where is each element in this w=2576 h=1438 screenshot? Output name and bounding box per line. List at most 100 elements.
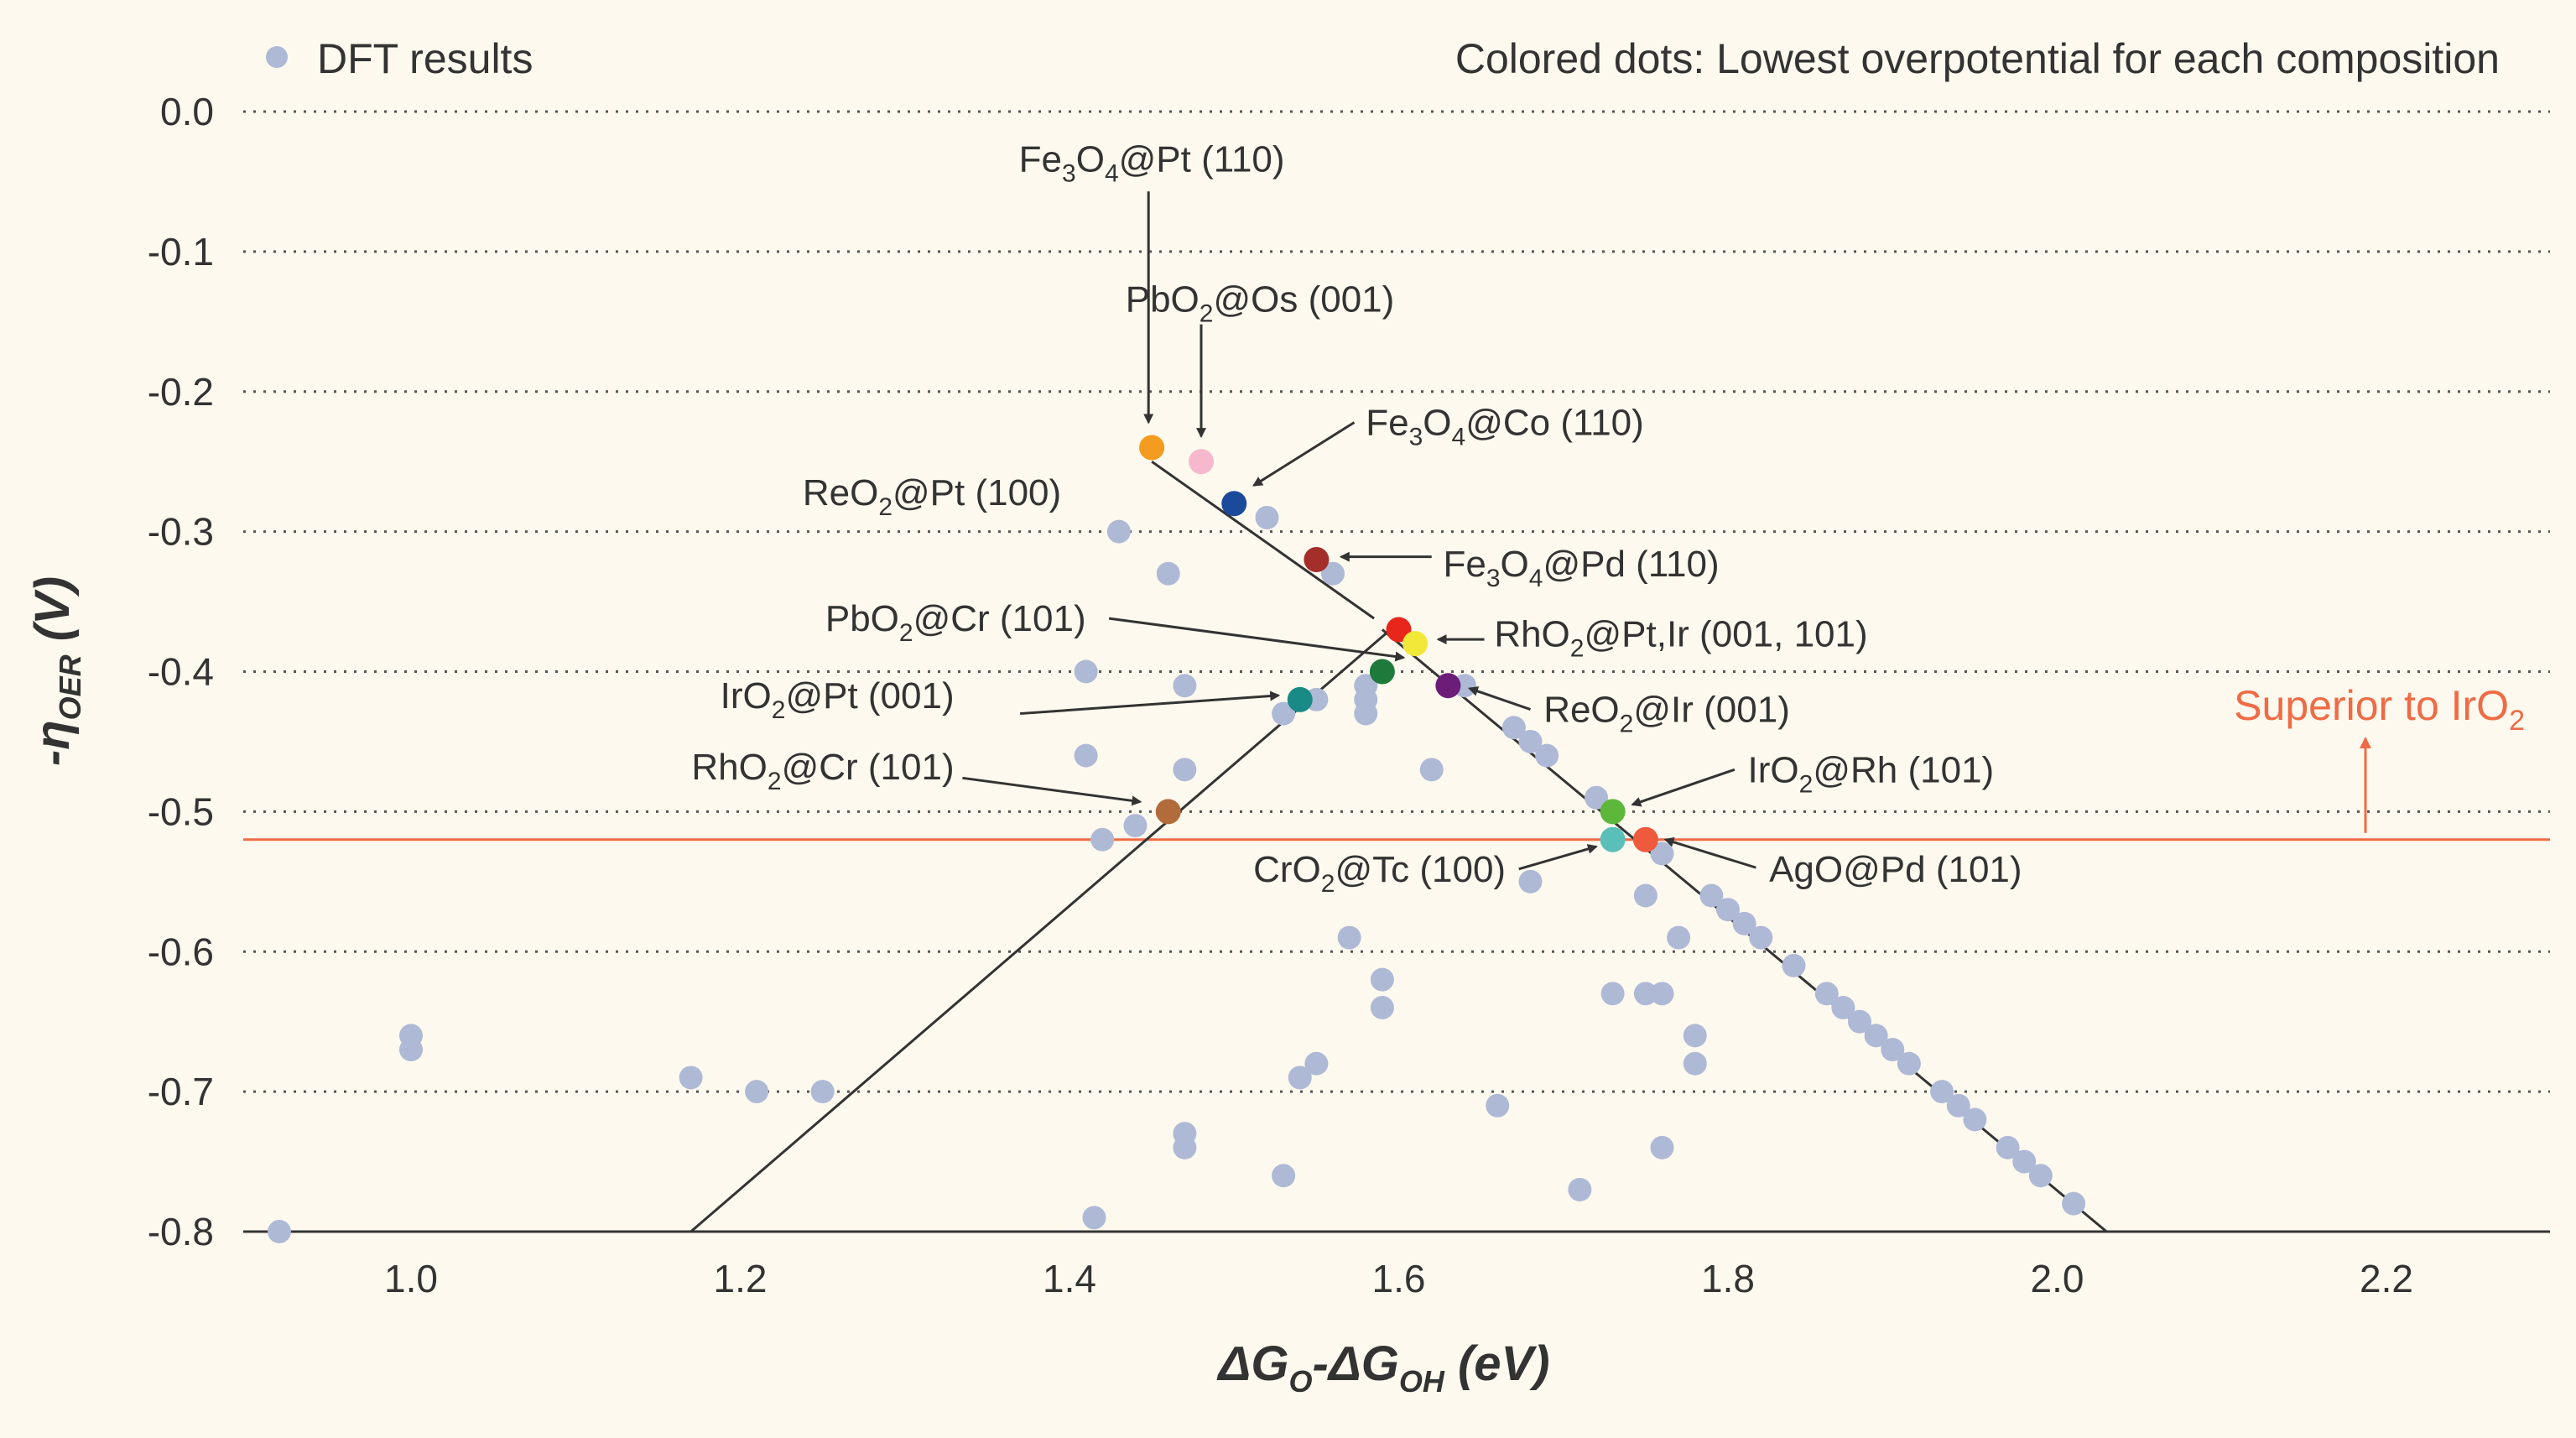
dft-point <box>1930 1080 1954 1104</box>
dft-point <box>1600 982 1625 1006</box>
dft-point <box>1946 1093 1970 1118</box>
annotation-text: IrO <box>721 675 772 716</box>
dft-point <box>1419 758 1444 782</box>
dft-point <box>1272 1164 1296 1188</box>
x-axis-title-subscript: O <box>1288 1364 1312 1399</box>
dft-point <box>1716 898 1740 922</box>
annotation-text: ReO <box>803 472 878 513</box>
highlight-point <box>1304 547 1330 572</box>
dft-point <box>679 1065 703 1090</box>
highlight-point <box>1221 491 1247 517</box>
y-tick-label: -0.1 <box>148 230 214 274</box>
annotation-arrow <box>1020 690 1281 716</box>
annotation-arrow <box>1252 421 1356 487</box>
y-tick-label: -0.4 <box>148 650 214 694</box>
annotation-text: IrO <box>1748 749 1799 790</box>
legend-marker <box>266 46 288 68</box>
annotation-subscript: 2 <box>768 768 782 795</box>
dft-point <box>1963 1107 1987 1132</box>
y-tick-label: -0.2 <box>148 370 214 414</box>
dft-point <box>1881 1038 1905 1062</box>
annotation-subscript: 2 <box>1620 711 1634 738</box>
dft-point <box>1074 743 1098 768</box>
annotation-text: O <box>1076 139 1105 180</box>
annotation-subscript: 2 <box>1321 870 1335 898</box>
annotation-text: O <box>1501 544 1529 585</box>
dft-point <box>2028 1164 2053 1188</box>
y-tick-label: -0.6 <box>148 930 214 973</box>
annotation-text: @Co (110) <box>1465 402 1644 443</box>
highlight-point <box>1435 673 1461 699</box>
highlight-point <box>1402 631 1429 657</box>
x-tick-label: 1.0 <box>384 1257 438 1300</box>
annotation-subscript: 2 <box>899 619 913 647</box>
dft-point <box>1370 996 1394 1019</box>
dft-point <box>1864 1024 1888 1048</box>
grid-layer <box>243 110 2550 1093</box>
y-tick-label: -0.5 <box>148 789 214 833</box>
y-axis-title-subscript: OER <box>53 654 87 720</box>
dft-point <box>1683 1024 1707 1048</box>
annotation-subscript: 2 <box>772 696 786 724</box>
annotation-text: Fe <box>1443 544 1486 585</box>
dft-point <box>1255 505 1279 529</box>
y-tick-label: -0.3 <box>148 510 214 554</box>
annotation-arrow <box>1108 617 1406 662</box>
dft-point <box>1321 561 1345 586</box>
annotation-arrow <box>1467 686 1531 711</box>
annotation-subscript: 2 <box>878 493 892 521</box>
annotation-layer: Fe3O4@Pt (110)PbO2@Os (001)Fe3O4@Co (110… <box>691 139 2022 898</box>
annotation-text: ReO <box>1543 690 1619 731</box>
y-axis-title-part: (V) <box>25 576 80 654</box>
annotation-label: AgO@Pd (101) <box>1769 849 2022 890</box>
annotation-text: Fe <box>1366 402 1408 443</box>
annotation-label: IrO2@Rh (101) <box>1748 749 1995 798</box>
x-axis-title-part: (eV) <box>1444 1336 1550 1391</box>
dft-point <box>1304 1051 1329 1076</box>
dft-point <box>1633 982 1657 1006</box>
dft-point <box>1518 869 1543 894</box>
annotation-label: Fe3O4@Co (110) <box>1366 402 1644 451</box>
dft-point <box>1782 953 1806 977</box>
dft-point <box>1897 1051 1921 1076</box>
y-tick-label: 0.0 <box>160 90 214 133</box>
annotation-text: RhO <box>1494 613 1569 654</box>
annotation-text: AgO@Pd (101) <box>1769 849 2022 890</box>
x-axis-title-part: ΔG <box>1216 1336 1288 1391</box>
annotation-arrow <box>1663 836 1756 869</box>
annotation-text: @Tc (100) <box>1335 849 1506 890</box>
annotation-text: PbO <box>825 598 899 639</box>
annotation-text: @Pt (110) <box>1119 139 1285 180</box>
x-tick-label: 1.2 <box>714 1257 768 1300</box>
annotation-label: ReO2@Ir (001) <box>1543 690 1790 738</box>
annotation-subscript: 3 <box>1409 423 1423 451</box>
annotation-arrow <box>962 776 1142 806</box>
annotation-subscript: 2 <box>1570 634 1585 662</box>
dft-point <box>1173 674 1197 698</box>
chart-note: Colored dots: Lowest overpotential for e… <box>1455 35 2500 82</box>
highlight-point <box>1369 659 1395 685</box>
annotation-subscript: 4 <box>1452 423 1466 451</box>
dft-point <box>1272 701 1296 726</box>
highlight-point <box>1189 449 1214 475</box>
volcano-line <box>690 628 1392 1233</box>
highlight-point <box>1632 826 1658 852</box>
dft-point <box>1486 1093 1510 1118</box>
annotation-subscript: 4 <box>1105 160 1119 188</box>
x-axis-title-part: -ΔG <box>1313 1336 1399 1391</box>
x-tick-label: 1.6 <box>1372 1257 1426 1300</box>
dft-point <box>1288 1065 1312 1090</box>
highlight-point <box>1139 435 1165 461</box>
annotation-text: @Ir (001) <box>1633 690 1789 731</box>
legend-layer: DFT results Colored dots: Lowest overpot… <box>266 35 2500 82</box>
dft-point <box>745 1080 769 1104</box>
dft-point <box>810 1080 835 1104</box>
volcano-line <box>1151 460 1375 620</box>
y-tick-label: -0.7 <box>148 1070 214 1113</box>
x-tick-label: 1.8 <box>1701 1257 1755 1300</box>
annotation-text: @Pt,Ir (001, 101) <box>1584 613 1867 654</box>
dft-point <box>1090 827 1115 852</box>
annotation-text: O <box>1423 402 1451 443</box>
